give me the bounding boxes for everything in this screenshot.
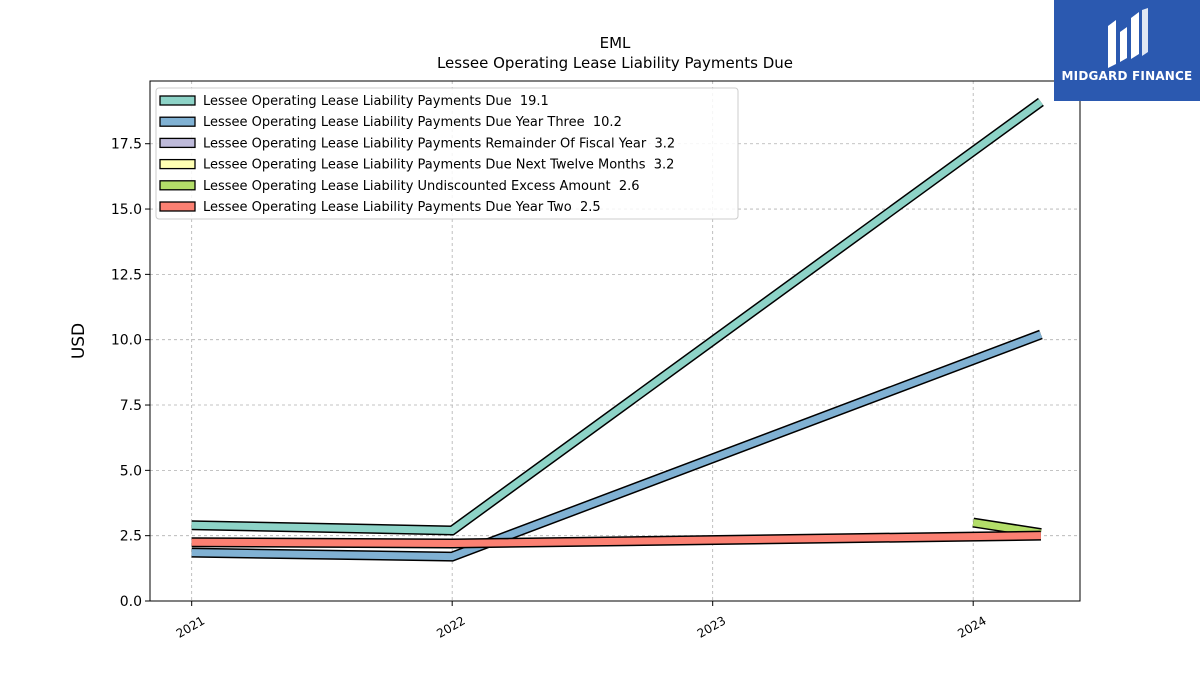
chart-title: EML [600, 34, 631, 52]
legend-series-value: 10.2 [593, 115, 622, 130]
legend-separator [646, 136, 654, 151]
legend-series-value: 19.1 [520, 94, 549, 109]
series-line [191, 532, 1041, 548]
legend-swatch [159, 95, 196, 106]
legend-series-value: 3.2 [655, 136, 676, 151]
legend-box [155, 87, 739, 220]
chart-subtitle: Lessee Operating Lease Liability Payment… [437, 54, 793, 72]
legend-series-name: Lessee Operating Lease Liability Payment… [203, 136, 647, 151]
legend-series-name: Lessee Operating Lease Liability Payment… [203, 115, 585, 130]
logo-text: MIDGARD FINANCE [1061, 69, 1193, 83]
y-tick-label: 10.0 [111, 333, 142, 349]
x-tick-label: 2023 [695, 613, 728, 640]
y-tick-label: 15.0 [111, 202, 142, 218]
x-tick-label: 2022 [434, 613, 467, 640]
legend-entry: Lessee Operating Lease Liability Undisco… [203, 179, 640, 194]
legend-series-name: Lessee Operating Lease Liability Undisco… [203, 179, 611, 194]
legend-swatch [159, 116, 196, 127]
legend-separator [646, 158, 654, 173]
legend-entry: Lessee Operating Lease Liability Payment… [203, 136, 675, 151]
x-axis-ticks: 2021 2022 2023 2024 [174, 601, 989, 641]
legend-entry: Lessee Operating Lease Liability Payment… [203, 115, 622, 130]
y-tick-label: 2.5 [120, 529, 142, 545]
legend-series-name: Lessee Operating Lease Liability Payment… [203, 158, 646, 173]
y-tick-label: 12.5 [111, 267, 142, 283]
midgard-logo-icon [1108, 8, 1148, 68]
series-line [191, 331, 1043, 561]
y-tick-label: 17.5 [111, 137, 142, 153]
legend-separator [512, 94, 520, 109]
legend-series-value: 3.2 [654, 158, 675, 173]
midgard-finance-logo: MIDGARD FINANCE [1054, 0, 1200, 101]
legend-series-value: 2.5 [580, 200, 601, 215]
y-tick-label: 7.5 [120, 398, 142, 414]
legend-entry: Lessee Operating Lease Liability Payment… [203, 94, 549, 109]
legend-entry: Lessee Operating Lease Liability Payment… [203, 200, 601, 215]
legend-series-value: 2.6 [619, 179, 640, 194]
x-tick-label: 2021 [174, 613, 207, 640]
legend-swatch [159, 137, 196, 149]
series-line [191, 99, 1043, 534]
legend-swatch [159, 180, 196, 191]
legend-separator [611, 179, 619, 194]
x-tick-label: 2024 [955, 613, 988, 640]
legend-swatch [159, 201, 196, 212]
y-axis-label: USD [69, 323, 89, 359]
legend-series-name: Lessee Operating Lease Liability Payment… [203, 200, 572, 215]
legend-swatch [159, 158, 196, 170]
plot-frame [149, 80, 1081, 602]
legend-series-name: Lessee Operating Lease Liability Payment… [203, 94, 512, 109]
legend-separator [585, 115, 593, 130]
y-axis-ticks: 0.0 2.5 5.0 7.5 10.0 12.5 15.0 17.5 [111, 137, 150, 610]
y-tick-label: 0.0 [120, 594, 142, 610]
y-tick-label: 5.0 [120, 463, 142, 479]
legend-entry: Lessee Operating Lease Liability Payment… [203, 158, 674, 173]
legend-separator [572, 200, 580, 215]
legend: Lessee Operating Lease Liability Payment… [155, 87, 739, 220]
series-lines [191, 97, 1044, 562]
